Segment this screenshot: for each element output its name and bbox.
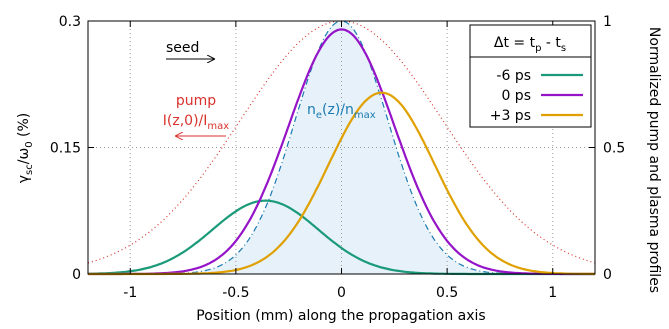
seed-label: seed	[166, 40, 199, 56]
y-left-tick-label: 0.3	[59, 14, 81, 30]
pump-label: pump	[176, 93, 216, 109]
pump-annotation: pump I(z,0)/Imax	[163, 93, 229, 136]
legend: Δt = tp - ts -6 ps 0 ps +3 ps	[469, 24, 592, 128]
y-left-tick-label: 0.15	[50, 141, 81, 157]
y-axis-left-ticks: 0 0.15 0.3	[50, 14, 94, 283]
x-tick-label: 0.5	[436, 285, 458, 301]
legend-label-0: -6 ps	[496, 68, 531, 84]
legend-entries: -6 ps 0 ps +3 ps	[490, 68, 583, 124]
legend-title: Δt = tp - ts	[494, 35, 566, 54]
x-tick-label: -1	[123, 285, 137, 301]
legend-label-1: 0 ps	[501, 88, 531, 104]
y-axis-right-ticks: 00.51	[589, 14, 625, 283]
x-tick-label: 0	[337, 285, 346, 301]
plasma-profile-fill	[88, 21, 595, 274]
seed-annotation: seed	[166, 40, 214, 59]
y-axis-left-label: γsc/ω0 (%)	[16, 113, 35, 184]
y-right-tick-label: 1	[603, 14, 612, 30]
y-right-tick-label: 0.5	[603, 141, 625, 157]
x-axis-ticks: -1 -0.5 0 0.5 1	[123, 21, 557, 301]
pump-profile-label: I(z,0)/Imax	[163, 113, 229, 132]
y-left-tick-label: 0	[72, 267, 81, 283]
y-right-tick-label: 0	[603, 267, 612, 283]
series-line-1	[88, 28, 595, 276]
x-tick-label: 1	[548, 285, 557, 301]
plasma-profile-area	[88, 21, 595, 274]
legend-label-2: +3 ps	[490, 108, 531, 124]
y-axis-right-label: Normalized pump and plasma profiles	[646, 27, 662, 293]
x-axis-label: Position (mm) along the propagation axis	[196, 308, 485, 324]
x-tick-label: -0.5	[222, 285, 249, 301]
